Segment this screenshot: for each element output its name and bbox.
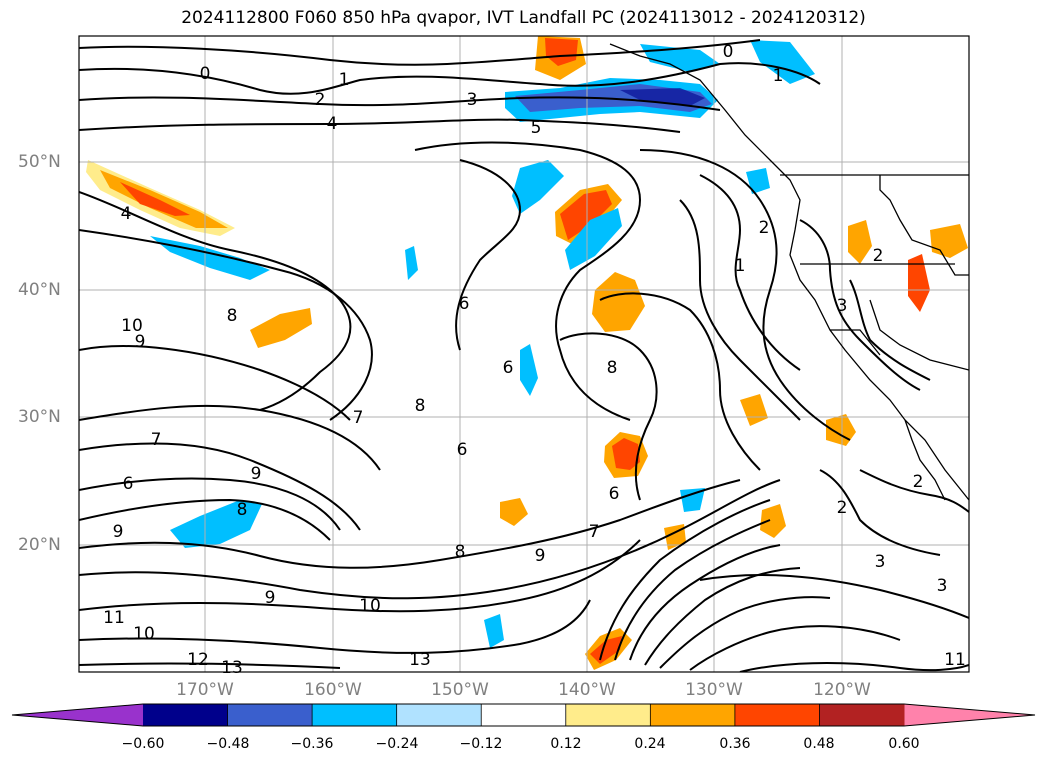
contour-label: 4 [121,204,132,224]
contour-label: 9 [135,332,146,352]
contour-label: 1 [339,70,350,90]
colorbar-tick-label: 0.36 [719,736,751,752]
contour-label: 3 [937,576,948,596]
colorbar-tick-label: 0.60 [888,736,920,752]
colorbar-extend-right [904,704,1035,726]
map-title: 2024112800 F060 850 hPa qvapor, IVT Land… [181,8,866,28]
contour-label: 8 [227,306,238,326]
contour-label: 10 [133,624,155,644]
contour-label: 6 [503,358,514,378]
colorbar-cell [819,704,905,726]
lon-label: 120°W [813,680,871,700]
contour-lines [79,39,969,672]
lat-label: 20°N [18,535,61,555]
contour-label: 3 [467,90,478,110]
contour-label: 1 [773,66,784,86]
contour-label: 4 [327,114,338,134]
colorbar-outline [11,703,1036,727]
colorbar-tick-label: −0.48 [206,736,250,752]
colorbar-cell [481,704,567,726]
lon-label: 140°W [558,680,616,700]
contour-label: 9 [265,588,276,608]
lon-label: 160°W [304,680,362,700]
contour-label: 9 [113,522,124,542]
lat-label: 30°N [18,407,61,427]
contour-label: 3 [837,296,848,316]
contour-label: 0 [723,42,734,62]
contour-label: 6 [459,294,470,314]
contour-label: 7 [589,522,600,542]
contour-label: 7 [353,408,364,428]
contour-label: 5 [531,118,542,138]
contour-label-group: 0 0 1 1 2 3 4 5 4 2 1 2 3 10 9 8 6 6 8 7… [103,42,966,678]
contour-label: 8 [455,542,466,562]
contour-label: 7 [151,430,162,450]
colorbar-cell [312,704,398,726]
colorbar-extend-left [12,704,143,726]
lat-label: 40°N [18,280,61,300]
colorbar-tick-label: 0.48 [803,736,835,752]
contour-label: 0 [200,64,211,84]
lon-label: 150°W [431,680,489,700]
colorbar-tick-label: −0.36 [290,736,334,752]
colorbar-cell [650,704,736,726]
colorbar-cell [734,704,820,726]
contour-label: 8 [415,396,426,416]
map-frame [78,35,970,673]
colorbar-tick-label: −0.12 [459,736,503,752]
contour-label: 2 [837,498,848,518]
colorbar-cell [396,704,482,726]
contour-label: 1 [735,256,746,276]
colorbar-cell [143,704,229,726]
contour-label: 2 [873,246,884,266]
colorbar-cell [227,704,313,726]
contour-label: 2 [759,218,770,238]
contour-label: 11 [103,608,125,628]
contour-label: 3 [875,552,886,572]
contour-label: 8 [237,500,248,520]
colorbar-tick-label: 0.24 [634,736,666,752]
colorbar [11,703,1036,727]
lon-label: 130°W [685,680,743,700]
contour-label: 9 [535,546,546,566]
colorbar-tick-label: −0.60 [121,736,165,752]
contour-label: 2 [913,472,924,492]
lon-label: 170°W [176,680,234,700]
contour-label: 2 [315,90,326,110]
contour-label: 10 [359,596,381,616]
contour-label: 6 [123,474,134,494]
contour-label: 13 [221,658,243,678]
contour-label: 8 [607,358,618,378]
contour-label: 12 [187,650,209,670]
colorbar-tick-label: −0.24 [375,736,419,752]
contour-label: 13 [409,650,431,670]
contour-label: 6 [609,484,620,504]
coastline [609,43,969,501]
contour-label: 9 [251,464,262,484]
shading-layer [86,36,968,670]
contour-label: 6 [457,440,468,460]
colorbar-cell [565,704,651,726]
colorbar-tick-label: 0.12 [550,736,582,752]
lat-label: 50°N [18,152,61,172]
contour-label: 11 [944,650,966,670]
contour-label: 10 [121,316,143,336]
